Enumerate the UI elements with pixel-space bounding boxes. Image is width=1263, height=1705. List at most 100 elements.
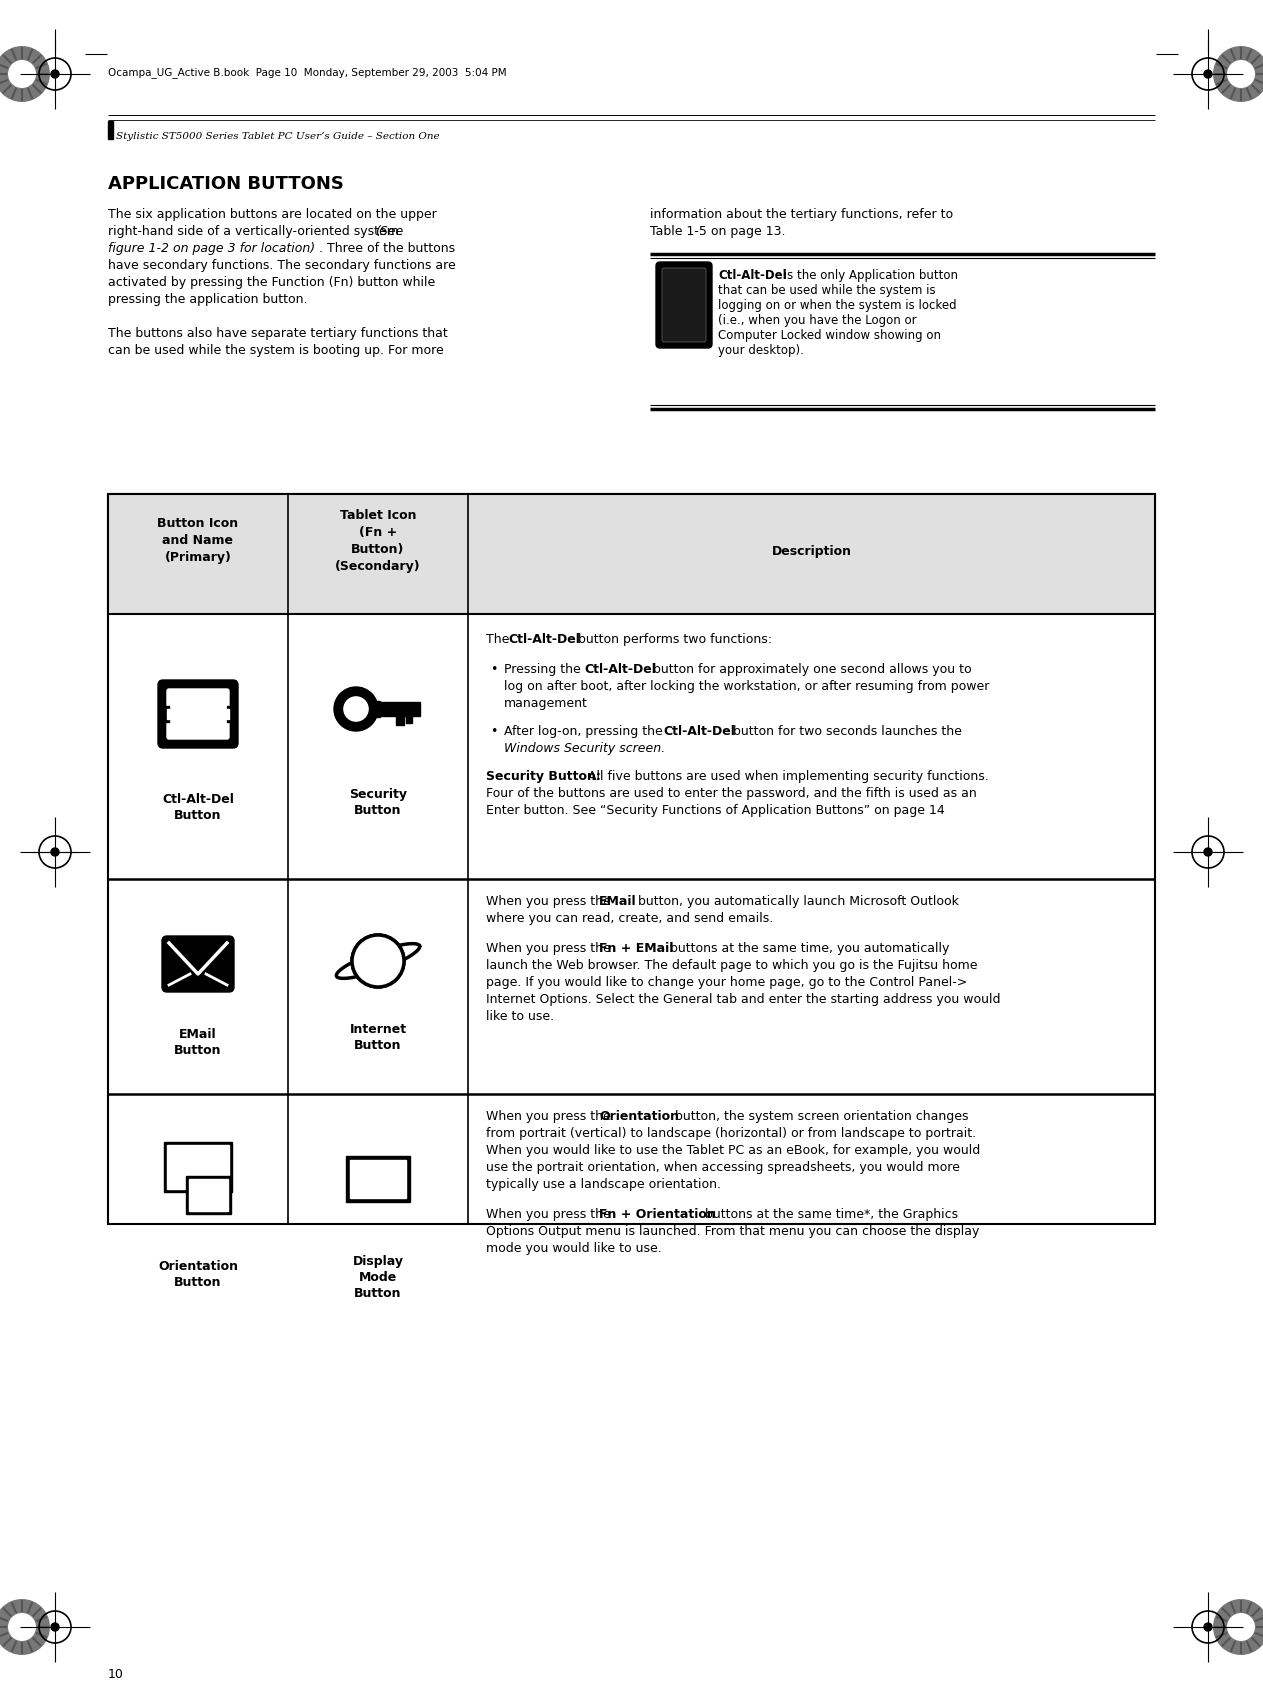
Text: Security Button:: Security Button: — [486, 769, 601, 783]
Text: right-hand side of a vertically-oriented system.: right-hand side of a vertically-oriented… — [109, 225, 407, 239]
Text: Display: Display — [352, 1255, 403, 1267]
Text: Ctl-Alt-Del: Ctl-Alt-Del — [162, 793, 234, 805]
Text: from portrait (vertical) to landscape (horizontal) or from landscape to portrait: from portrait (vertical) to landscape (h… — [486, 1127, 976, 1139]
Text: buttons at the same time*, the Graphics: buttons at the same time*, the Graphics — [701, 1207, 959, 1221]
Bar — [376, 702, 421, 716]
Text: EMail: EMail — [179, 1028, 217, 1040]
Circle shape — [1204, 849, 1212, 856]
Text: (See: (See — [375, 225, 403, 239]
Text: Button: Button — [174, 1275, 222, 1289]
Text: (i.e., when you have the Logon or: (i.e., when you have the Logon or — [717, 314, 917, 327]
Text: page. If you would like to change your home page, go to the Control Panel->: page. If you would like to change your h… — [486, 975, 967, 989]
Text: Internet Options. Select the General tab and enter the starting address you woul: Internet Options. Select the General tab… — [486, 992, 1000, 1006]
Text: The: The — [486, 633, 513, 646]
Circle shape — [51, 1623, 59, 1632]
Circle shape — [0, 1599, 51, 1656]
Circle shape — [1204, 72, 1212, 78]
Text: buttons at the same time, you automatically: buttons at the same time, you automatica… — [666, 941, 950, 955]
FancyBboxPatch shape — [655, 263, 712, 350]
Circle shape — [0, 48, 51, 102]
Text: Orientation: Orientation — [599, 1110, 679, 1122]
Bar — [164, 1142, 232, 1192]
Text: launch the Web browser. The default page to which you go is the Fujitsu home: launch the Web browser. The default page… — [486, 958, 978, 972]
Text: and Name: and Name — [163, 534, 234, 547]
Circle shape — [1226, 61, 1255, 89]
FancyBboxPatch shape — [167, 689, 229, 740]
Text: 10: 10 — [109, 1667, 124, 1679]
Text: Description: Description — [772, 544, 851, 558]
Bar — [160, 706, 169, 723]
Text: button, you automatically launch Microsoft Outlook: button, you automatically launch Microso… — [634, 895, 959, 907]
Bar — [227, 706, 235, 723]
Text: activated by pressing the Function (Fn) button while: activated by pressing the Function (Fn) … — [109, 276, 436, 288]
Text: Enter button. See “Security Functions of Application Buttons” on page 14: Enter button. See “Security Functions of… — [486, 803, 945, 817]
Text: use the portrait orientation, when accessing spreadsheets, you would more: use the portrait orientation, when acces… — [486, 1161, 960, 1173]
Bar — [405, 716, 412, 723]
Text: button, the system screen orientation changes: button, the system screen orientation ch… — [671, 1110, 969, 1122]
Text: . Three of the buttons: . Three of the buttons — [320, 242, 455, 254]
Text: Button Icon: Button Icon — [158, 517, 239, 530]
Text: Security: Security — [349, 788, 407, 801]
Text: where you can read, create, and send emails.: where you can read, create, and send ema… — [486, 912, 773, 924]
Circle shape — [352, 936, 403, 987]
Bar — [109, 123, 112, 140]
Text: information about the tertiary functions, refer to: information about the tertiary functions… — [650, 208, 954, 222]
Text: Button: Button — [174, 808, 222, 822]
Text: Fn + EMail: Fn + EMail — [599, 941, 673, 955]
Text: Ctl-Alt-Del: Ctl-Alt-Del — [663, 725, 735, 738]
Bar — [188, 1180, 227, 1211]
Text: Button: Button — [354, 803, 402, 817]
Text: When you press the: When you press the — [486, 1207, 615, 1221]
Circle shape — [51, 849, 59, 856]
Text: can be used while the system is booting up. For more: can be used while the system is booting … — [109, 344, 443, 356]
Text: Orientation: Orientation — [158, 1260, 237, 1272]
Text: Internet: Internet — [350, 1023, 407, 1035]
Bar — [374, 701, 380, 718]
Text: Ctl-Alt-Del: Ctl-Alt-Del — [717, 269, 787, 281]
Circle shape — [333, 687, 378, 731]
Text: Stylistic ST5000 Series Tablet PC User’s Guide – Section One: Stylistic ST5000 Series Tablet PC User’s… — [116, 131, 440, 142]
Text: EMail: EMail — [599, 895, 637, 907]
Text: •: • — [490, 663, 498, 675]
Circle shape — [8, 61, 37, 89]
Text: that can be used while the system is: that can be used while the system is — [717, 283, 936, 297]
Circle shape — [1212, 48, 1263, 102]
Bar — [224, 709, 229, 720]
Text: (Primary): (Primary) — [164, 551, 231, 564]
Text: (Fn +: (Fn + — [359, 525, 397, 539]
Text: Fn + Orientation: Fn + Orientation — [599, 1207, 716, 1221]
Text: When you press the: When you press the — [486, 1110, 615, 1122]
Text: All five buttons are used when implementing security functions.: All five buttons are used when implement… — [584, 769, 989, 783]
FancyBboxPatch shape — [158, 680, 237, 748]
Text: log on after boot, after locking the workstation, or after resuming from power: log on after boot, after locking the wor… — [504, 680, 989, 692]
Text: Button: Button — [354, 1038, 402, 1052]
Text: After log-on, pressing the: After log-on, pressing the — [504, 725, 667, 738]
Text: APPLICATION BUTTONS: APPLICATION BUTTONS — [109, 176, 344, 193]
Text: typically use a landscape orientation.: typically use a landscape orientation. — [486, 1178, 721, 1190]
Bar — [186, 1176, 231, 1214]
Text: your desktop).: your desktop). — [717, 344, 803, 356]
Text: Ocampa_UG_Active B.book  Page 10  Monday, September 29, 2003  5:04 PM: Ocampa_UG_Active B.book Page 10 Monday, … — [109, 66, 506, 78]
Text: Tablet Icon: Tablet Icon — [340, 508, 417, 522]
Text: When you would like to use the Tablet PC as an eBook, for example, you would: When you would like to use the Tablet PC… — [486, 1144, 980, 1156]
FancyBboxPatch shape — [162, 936, 234, 992]
Text: mode you would like to use.: mode you would like to use. — [486, 1241, 662, 1255]
Text: management: management — [504, 697, 587, 709]
Text: Button: Button — [174, 1043, 222, 1057]
Bar — [109, 494, 1154, 1224]
Text: Alt: Alt — [183, 702, 212, 721]
Bar — [109, 494, 1154, 614]
Text: When you press the: When you press the — [486, 941, 615, 955]
Circle shape — [344, 697, 368, 721]
Bar — [350, 1161, 405, 1199]
Text: i: i — [677, 288, 691, 322]
Text: pressing the application button.: pressing the application button. — [109, 293, 307, 305]
Circle shape — [51, 72, 59, 78]
Bar — [167, 1146, 229, 1190]
Text: Table 1-5 on page 13.: Table 1-5 on page 13. — [650, 225, 786, 239]
Bar — [397, 716, 404, 726]
Text: Ctl-Alt-Del: Ctl-Alt-Del — [584, 663, 655, 675]
Text: button performs two functions:: button performs two functions: — [573, 633, 772, 646]
Text: is the only Application button: is the only Application button — [781, 269, 959, 281]
Text: like to use.: like to use. — [486, 1009, 554, 1023]
